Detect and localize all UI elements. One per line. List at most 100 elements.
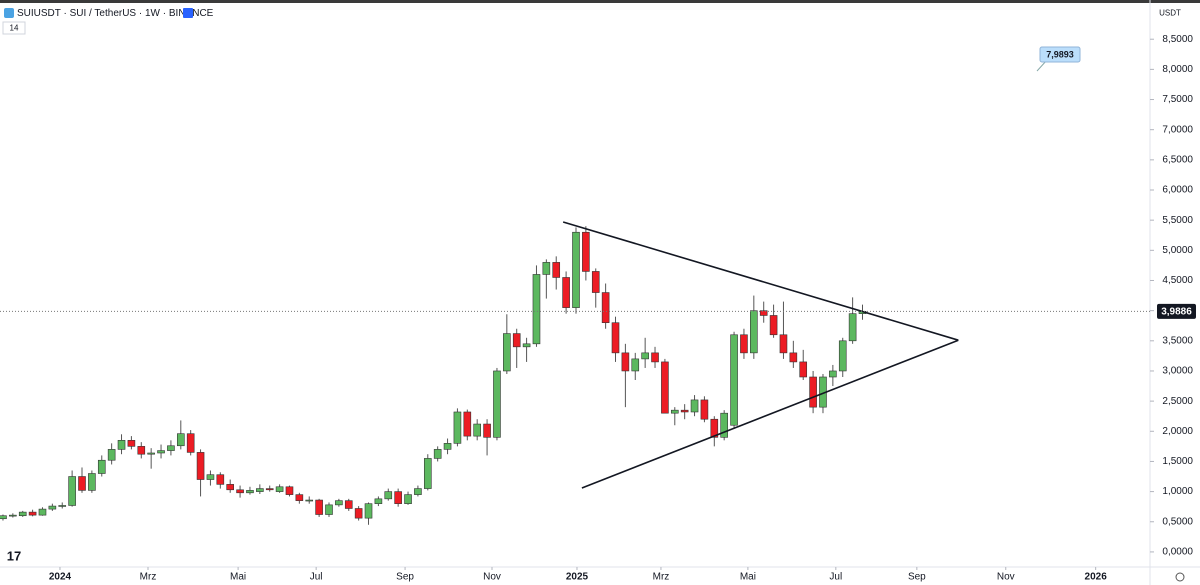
candle-body	[700, 399, 709, 420]
candle-body	[829, 370, 837, 378]
candle-body	[38, 508, 47, 516]
y-tick-label: 5,5000	[1162, 215, 1193, 226]
candle-body	[661, 361, 669, 414]
y-tick-label: 6,5000	[1162, 154, 1193, 165]
candle-body	[572, 231, 580, 308]
candle-body	[423, 458, 432, 489]
y-tick-label: 3,5000	[1162, 335, 1193, 346]
candle-body	[493, 370, 501, 438]
x-tick-label: Mai	[230, 572, 246, 583]
candle-body	[453, 411, 462, 444]
candle-body	[641, 352, 649, 360]
annotation-box	[1039, 46, 1081, 63]
candle-body	[522, 343, 531, 348]
candle-body	[226, 484, 234, 491]
candle-body	[186, 433, 195, 453]
candle-body	[265, 488, 274, 491]
candle-body	[562, 277, 570, 308]
y-tick-label: 7,5000	[1162, 94, 1193, 105]
annotation: 7,9893	[1046, 49, 1074, 59]
candle-body	[344, 500, 353, 509]
x-tick-label: Nov	[997, 572, 1015, 583]
x-tick-label: 2026	[1085, 572, 1108, 583]
candle-body	[18, 511, 27, 517]
indicator-box[interactable]	[2, 21, 26, 35]
candle-body	[117, 440, 126, 450]
candle-body	[404, 494, 412, 504]
last-price-box	[1157, 303, 1196, 319]
candle-body	[670, 409, 679, 414]
candle-body	[9, 514, 17, 517]
candle-body	[256, 488, 264, 492]
x-tick-label: Mrz	[653, 572, 670, 583]
trend-line	[562, 221, 959, 341]
y-tick-label: 6,0000	[1162, 185, 1193, 196]
candle-body	[97, 459, 106, 474]
candle-body	[532, 274, 541, 345]
candle-body	[631, 358, 640, 372]
candle-body	[680, 409, 689, 413]
candle-body	[167, 445, 175, 451]
candle-body	[740, 334, 748, 354]
y-tick-label: 3,0000	[1162, 366, 1193, 377]
y-tick-label: 0,0000	[1162, 547, 1193, 558]
x-tick-label: Jul	[829, 572, 842, 583]
y-tick-label: 5,0000	[1162, 245, 1193, 256]
logo: 17	[7, 548, 21, 563]
candle-body	[720, 412, 728, 438]
y-tick-label: 7,0000	[1162, 124, 1193, 135]
x-tick-label: Nov	[483, 572, 501, 583]
candle-body	[374, 498, 383, 504]
candle-body	[799, 361, 808, 378]
candle-body	[433, 449, 442, 459]
candle-body	[216, 474, 225, 485]
candle-body	[78, 476, 86, 491]
candle-body	[335, 500, 343, 506]
candle-body	[48, 505, 57, 510]
candle-body	[58, 505, 67, 507]
y-tick-label: 1,0000	[1162, 486, 1193, 497]
candle-body	[750, 310, 758, 354]
x-tick-label: Jul	[310, 572, 323, 583]
candle-body	[127, 440, 136, 447]
candle-body	[275, 486, 284, 492]
last-price-label: 3,9886	[1161, 306, 1192, 317]
candle-body	[137, 446, 146, 455]
y-tick-label: 2,0000	[1162, 426, 1193, 437]
candle-body	[483, 423, 491, 438]
candle-body	[295, 494, 304, 501]
x-tick-label: Mrz	[140, 572, 157, 583]
y-tick-label: 8,0000	[1162, 64, 1193, 75]
y-tick-label: 1,5000	[1162, 456, 1193, 467]
x-tick-label: Mai	[740, 572, 756, 583]
candle-body	[157, 450, 165, 454]
candle-body	[690, 399, 699, 413]
x-tick-label: 2024	[49, 572, 72, 583]
top-bar	[0, 0, 1200, 3]
x-tick-label: 2025	[566, 572, 589, 583]
candle-body	[473, 423, 481, 437]
candle-body	[443, 443, 452, 450]
candle-body	[503, 333, 511, 372]
flag-icon[interactable]	[183, 8, 193, 18]
candle-body	[147, 452, 155, 455]
candle-body	[354, 508, 363, 519]
candle-body	[0, 515, 7, 520]
candle-body	[305, 499, 314, 502]
candle-body	[315, 499, 323, 515]
candle-body	[394, 491, 402, 504]
candle-body	[107, 449, 116, 461]
candle-body	[206, 474, 215, 480]
trend-line	[581, 339, 959, 489]
y-tick-label: 0,5000	[1162, 516, 1193, 527]
candle-body	[196, 452, 205, 480]
x-tick-label: Sep	[396, 572, 414, 583]
candle-body	[88, 473, 96, 491]
candle-body	[463, 411, 472, 437]
candle-body	[651, 352, 659, 363]
settings-icon[interactable]	[1175, 572, 1185, 582]
candle-body	[759, 310, 768, 316]
candle-body	[552, 262, 561, 278]
candle-body	[364, 503, 373, 519]
